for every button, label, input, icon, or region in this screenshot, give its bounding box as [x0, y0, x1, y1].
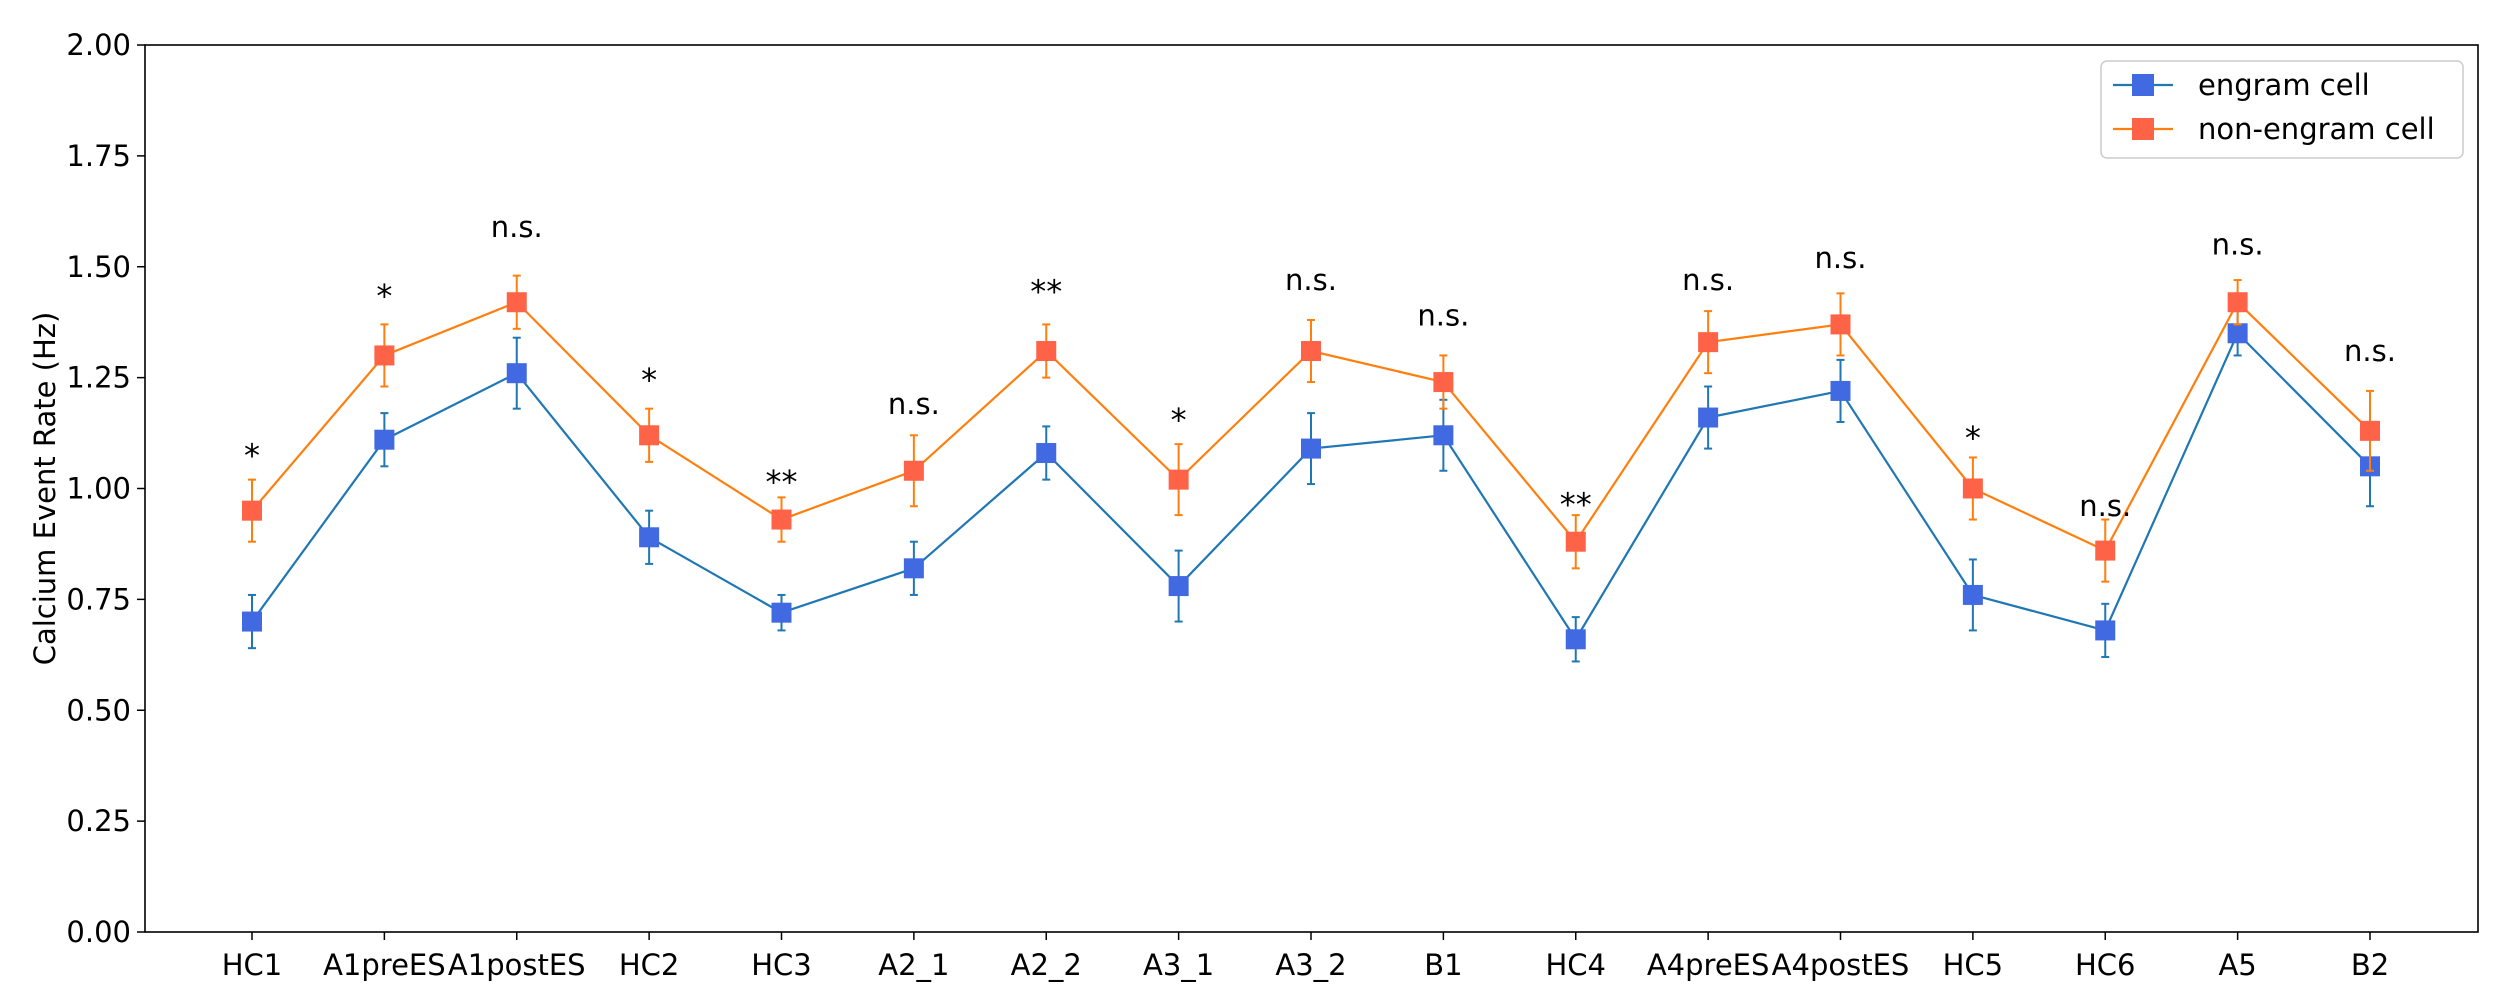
- significance-label: *: [1965, 419, 1981, 457]
- data-point-engram-cell: [771, 602, 792, 623]
- data-point-non-engram-cell: [506, 292, 527, 313]
- series-layer: [242, 274, 2380, 663]
- significance-label: **: [1560, 485, 1592, 523]
- data-point-engram-cell: [1433, 425, 1454, 446]
- y-tick-label: 1.50: [66, 250, 131, 284]
- data-point-engram-cell: [506, 363, 527, 384]
- series-engram-cell: [242, 310, 2380, 663]
- significance-label: *: [244, 437, 260, 475]
- significance-label: n.s.: [2079, 489, 2131, 523]
- y-tick-label: 0.25: [66, 804, 131, 838]
- significance-label: **: [1030, 272, 1062, 310]
- x-tick-label: A4preES: [1647, 948, 1770, 982]
- x-tick-label: B1: [1424, 948, 1462, 982]
- significance-label: *: [1171, 401, 1187, 439]
- significance-label: **: [766, 463, 798, 501]
- significance-label: *: [376, 277, 392, 315]
- x-tick-label: A3_1: [1143, 948, 1214, 982]
- data-point-non-engram-cell: [1698, 332, 1719, 353]
- data-point-non-engram-cell: [1036, 341, 1057, 362]
- x-tick-label: HC3: [751, 948, 812, 982]
- legend[interactable]: engram cell non-engram cell: [2100, 60, 2464, 159]
- series-non-engram-cell: [242, 274, 2380, 583]
- x-tick-label: A5: [2218, 948, 2256, 982]
- x-tick-label: HC6: [2075, 948, 2136, 982]
- significance-label: n.s.: [2344, 334, 2396, 368]
- x-tick-label: A1postES: [448, 948, 586, 982]
- data-point-non-engram-cell: [1168, 469, 1189, 490]
- data-point-engram-cell: [2095, 620, 2116, 641]
- data-point-engram-cell: [374, 429, 395, 450]
- legend-marker-engram-cell: [2132, 74, 2154, 96]
- data-point-engram-cell: [1698, 407, 1719, 428]
- data-point-engram-cell: [903, 558, 924, 579]
- y-tick-label: 2.00: [66, 28, 131, 62]
- y-axis-label: Calcium Event Rate (Hz): [28, 312, 62, 666]
- data-point-non-engram-cell: [771, 509, 792, 530]
- y-tick-label: 0.75: [66, 582, 131, 616]
- significance-label: n.s.: [1815, 241, 1867, 275]
- data-point-non-engram-cell: [639, 425, 660, 446]
- significance-label: n.s.: [491, 210, 543, 244]
- data-point-engram-cell: [639, 527, 660, 548]
- x-tick-label: B2: [2351, 948, 2389, 982]
- x-tick-label: A2_1: [878, 948, 949, 982]
- significance-label: n.s.: [2212, 228, 2264, 262]
- y-tick-label: 1.75: [66, 139, 131, 173]
- data-point-non-engram-cell: [1962, 478, 1983, 499]
- data-point-engram-cell: [1565, 629, 1586, 650]
- data-point-non-engram-cell: [242, 500, 262, 521]
- data-point-engram-cell: [1301, 438, 1321, 459]
- x-tick-label: A4postES: [1772, 948, 1910, 982]
- data-point-non-engram-cell: [2360, 420, 2380, 441]
- data-point-non-engram-cell: [2227, 292, 2248, 313]
- data-point-non-engram-cell: [374, 345, 395, 366]
- data-point-engram-cell: [1036, 443, 1057, 464]
- axes: 0.00 0.25 0.50 0.75 1.00 1.25 1.50 1.75 2.00 HC1 A…: [28, 28, 2479, 982]
- y-tick-label: 0.50: [66, 693, 131, 727]
- x-tick-label: HC2: [619, 948, 680, 982]
- x-tick-label: A2_2: [1011, 948, 1082, 982]
- y-tick-label: 1.25: [66, 361, 131, 395]
- y-tick-label: 1.00: [66, 472, 131, 506]
- x-tick-label: HC4: [1545, 948, 1606, 982]
- data-point-non-engram-cell: [2095, 540, 2116, 561]
- data-point-non-engram-cell: [1433, 372, 1454, 393]
- data-point-engram-cell: [242, 611, 262, 632]
- significance-label: n.s.: [888, 387, 940, 421]
- data-point-engram-cell: [2227, 323, 2248, 344]
- data-point-non-engram-cell: [1565, 531, 1586, 552]
- legend-marker-non-engram-cell: [2132, 118, 2154, 140]
- significance-annotations: **n.s.***n.s.***n.s.n.s.**n.s.n.s.*n.s.n…: [244, 210, 2396, 524]
- significance-label: n.s.: [1285, 263, 1337, 297]
- significance-label: *: [641, 361, 657, 399]
- data-point-non-engram-cell: [903, 460, 924, 481]
- data-point-engram-cell: [1830, 380, 1851, 401]
- legend-item-non-engram-cell[interactable]: non-engram cell: [2113, 112, 2435, 146]
- x-tick-label: A1preES: [323, 948, 446, 982]
- legend-label-engram-cell: engram cell: [2198, 68, 2370, 102]
- significance-label: n.s.: [1417, 299, 1469, 333]
- x-tick-label: HC1: [222, 948, 283, 982]
- legend-label-non-engram-cell: non-engram cell: [2198, 112, 2435, 146]
- legend-box: [2100, 60, 2464, 159]
- data-point-non-engram-cell: [1830, 314, 1851, 335]
- x-tick-label: A3_2: [1275, 948, 1346, 982]
- significance-label: n.s.: [1682, 263, 1734, 297]
- data-point-engram-cell: [1168, 576, 1189, 597]
- legend-item-engram-cell[interactable]: engram cell: [2113, 68, 2370, 102]
- data-point-non-engram-cell: [1301, 341, 1321, 362]
- data-point-engram-cell: [1962, 584, 1983, 605]
- x-tick-label: HC5: [1943, 948, 2004, 982]
- y-tick-label: 0.00: [66, 915, 131, 949]
